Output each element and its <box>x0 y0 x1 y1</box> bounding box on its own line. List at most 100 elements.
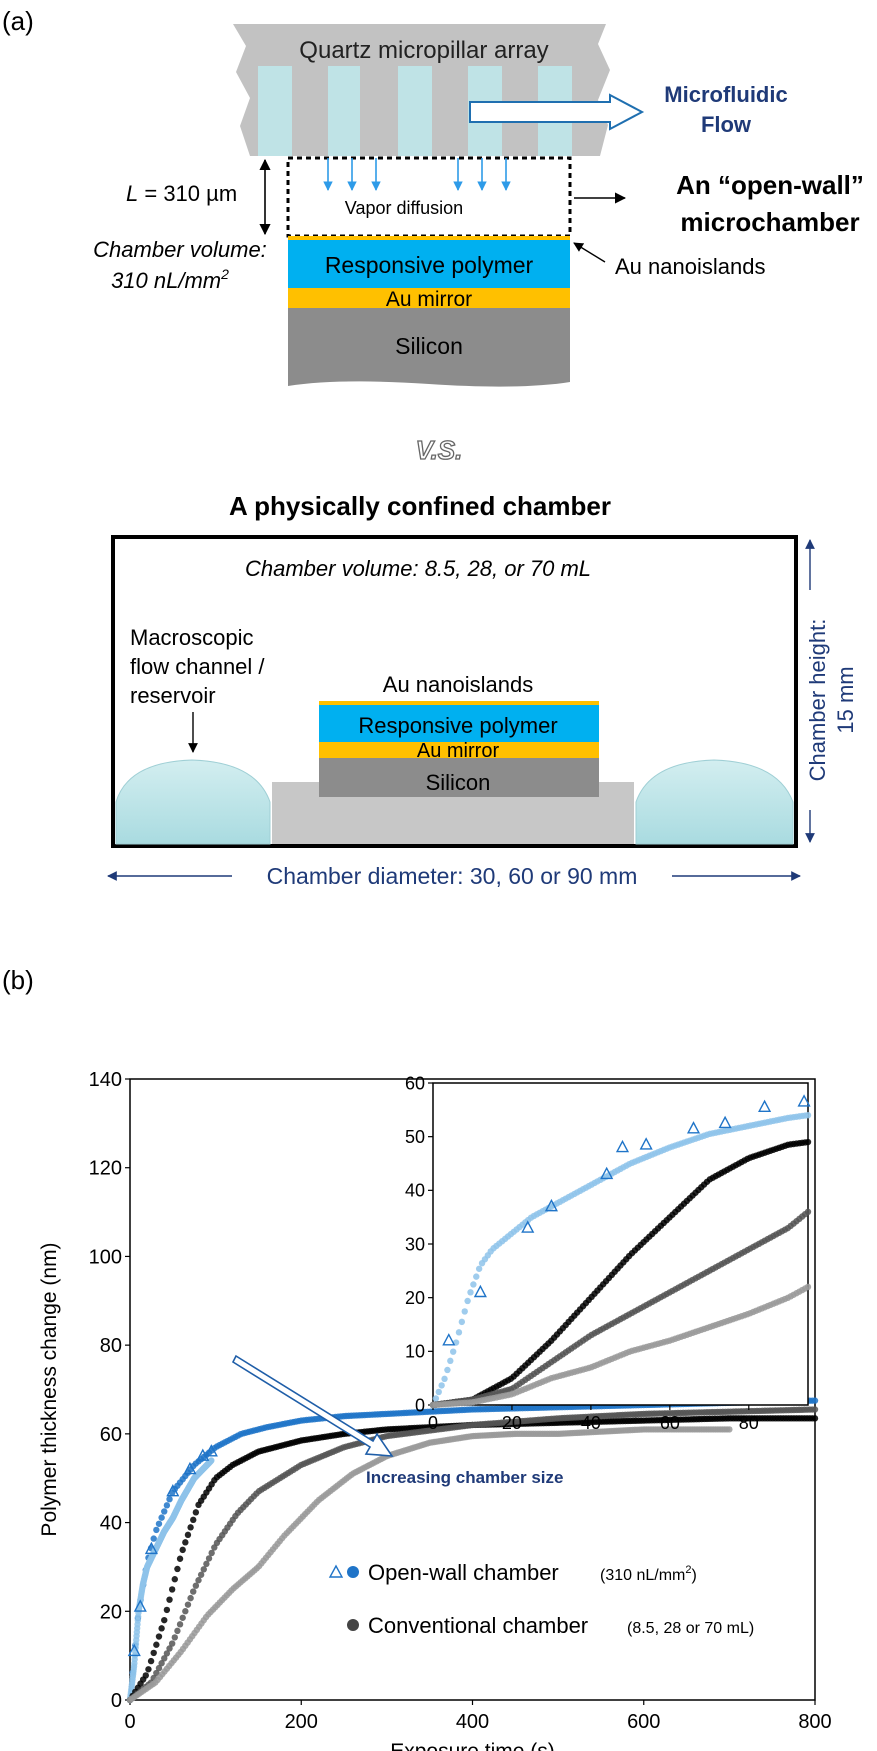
main-y-tick-label-2: 40 <box>100 1513 122 1535</box>
inset-x-tick-label-3: 60 <box>660 1413 680 1433</box>
small-silicon-layer <box>319 758 599 797</box>
main-y-tick-label-4: 80 <box>100 1335 122 1357</box>
main-point-2-0 <box>127 1643 141 1657</box>
main-point-3-20 <box>179 1546 186 1554</box>
inset-point-2-130 <box>804 1138 812 1146</box>
legend: Open-wall chamber (310 nL/mm2) Conventio… <box>328 1560 754 1638</box>
au-mirror-layer <box>288 288 570 308</box>
inset-point-0-7 <box>449 1348 457 1355</box>
main-y-tick-label-6: 120 <box>89 1158 122 1180</box>
main-point-4-27 <box>197 1571 205 1578</box>
chamber-height-label-2: 15 mm <box>833 666 858 733</box>
micropillar-2 <box>398 66 432 156</box>
inset-series-3 <box>429 1208 812 1409</box>
au-mirror-label: Au mirror <box>386 288 472 311</box>
legend-grey-dot-icon <box>347 1619 359 1631</box>
inset-point-0-5 <box>444 1366 451 1374</box>
vs-label: V.S. <box>416 435 463 465</box>
main-point-2-5 <box>196 1448 210 1461</box>
inset-point-0-9 <box>455 1329 463 1336</box>
L-value: = 310 µm <box>138 181 237 206</box>
main-point-3-8 <box>147 1657 155 1665</box>
reservoir-right <box>635 759 794 845</box>
macro-label-1: Macroscopic <box>130 625 253 650</box>
main-point-0-11 <box>155 1520 163 1527</box>
main-point-4-25 <box>192 1582 200 1589</box>
main-point-3-6 <box>142 1672 150 1679</box>
inset-point-0-1 <box>432 1395 440 1402</box>
chamber-height-label-1: Chamber height: <box>805 619 830 782</box>
legend-open-wall-note: (310 nL/mm2) <box>600 1564 697 1584</box>
inset-point-0-13 <box>467 1289 474 1296</box>
legend-open-wall-note-text: (310 nL/mm <box>600 1567 685 1584</box>
main-point-2-4 <box>183 1461 197 1475</box>
main-point-2-3 <box>166 1484 180 1497</box>
small-polymer-layer <box>319 705 599 742</box>
panel-a-label: (a) <box>2 6 34 36</box>
inset-point-1-8 <box>718 1115 732 1129</box>
main-point-4-13 <box>161 1655 168 1662</box>
main-point-4-16 <box>168 1640 176 1647</box>
vapor-diffusion-arrows <box>323 158 511 191</box>
main-point-4-24 <box>190 1588 197 1595</box>
main-point-3-16 <box>168 1586 176 1593</box>
legend-open-wall: Open-wall chamber <box>368 1560 559 1585</box>
inset-y-tick-label-4: 40 <box>405 1181 425 1201</box>
small-polymer-label: Responsive polymer <box>358 713 557 738</box>
main-point-3-260 <box>811 1415 819 1422</box>
inset-y-tick-label-2: 20 <box>405 1288 425 1308</box>
macro-label-2: flow channel / <box>130 654 265 679</box>
inset-point-4-130 <box>804 1283 812 1291</box>
legend-blue-dot-icon <box>347 1566 359 1578</box>
main-point-4-31 <box>208 1549 215 1557</box>
inset-point-0-12 <box>464 1297 471 1305</box>
inset-point-0-3 <box>438 1382 445 1389</box>
increasing-size-label: Increasing chamber size <box>366 1468 563 1487</box>
main-point-4-30 <box>205 1555 213 1562</box>
confined-volume-label: Chamber volume: 8.5, 28, or 70 mL <box>245 556 591 581</box>
inset-x-tick-label-2: 40 <box>581 1413 601 1433</box>
inset-y-tick-label-0: 0 <box>415 1395 425 1415</box>
main-x-tick-label-3: 600 <box>627 1711 660 1733</box>
main-point-1-260 <box>208 1457 215 1464</box>
inset-series-1 <box>442 1094 811 1346</box>
small-mirror-label: Au mirror <box>417 740 500 762</box>
main-point-4-17 <box>171 1634 178 1641</box>
main-point-3-7 <box>145 1666 152 1673</box>
inset-point-1-7 <box>686 1121 701 1134</box>
inset-x-tick-label-1: 20 <box>502 1413 522 1433</box>
micropillar-0 <box>258 66 292 156</box>
main-y-tick-label-1: 20 <box>100 1601 122 1623</box>
main-point-3-23 <box>187 1524 194 1531</box>
inset-x-tick-label-4: 80 <box>739 1413 759 1433</box>
main-x-tick-label-1: 200 <box>285 1711 318 1733</box>
main-point-4-26 <box>195 1577 202 1584</box>
main-x-tick-label-4: 800 <box>798 1711 831 1733</box>
main-y-axis-label: Polymer thickness change (nm) <box>38 1242 61 1536</box>
inset-point-1-5 <box>615 1139 630 1153</box>
increasing-size-arrow <box>231 1354 394 1457</box>
au-nanoislands-layer <box>288 236 570 240</box>
silicon-label: Silicon <box>395 333 463 359</box>
inset-point-0-4 <box>441 1375 448 1383</box>
main-y-tick-label-0: 0 <box>111 1690 122 1712</box>
main-point-4-29 <box>203 1560 210 1568</box>
chamber-volume-label-2: 310 nL/mm2 <box>111 266 229 293</box>
main-y-tick-label-5: 100 <box>89 1246 122 1268</box>
main-y-tick-label-7: 140 <box>89 1069 122 1091</box>
inset-point-1-4 <box>600 1166 614 1180</box>
macro-label-3: reservoir <box>130 683 216 708</box>
main-point-2-2 <box>144 1541 158 1555</box>
main-point-4-11 <box>155 1664 163 1672</box>
main-point-0-12 <box>158 1514 165 1521</box>
main-y-tick-label-3: 60 <box>100 1424 122 1446</box>
vapor-label: Vapor diffusion <box>345 198 463 218</box>
main-point-3-9 <box>150 1649 157 1657</box>
main-point-3-15 <box>166 1596 173 1603</box>
legend-triangle-icon <box>328 1564 344 1578</box>
small-nanoislands-label: Au nanoislands <box>383 672 533 697</box>
chamber-diameter-label: Chamber diameter: 30, 60 or 90 mm <box>267 863 638 889</box>
main-point-3-24 <box>190 1516 197 1524</box>
open-wall-title-1: An “open-wall” <box>676 170 864 200</box>
